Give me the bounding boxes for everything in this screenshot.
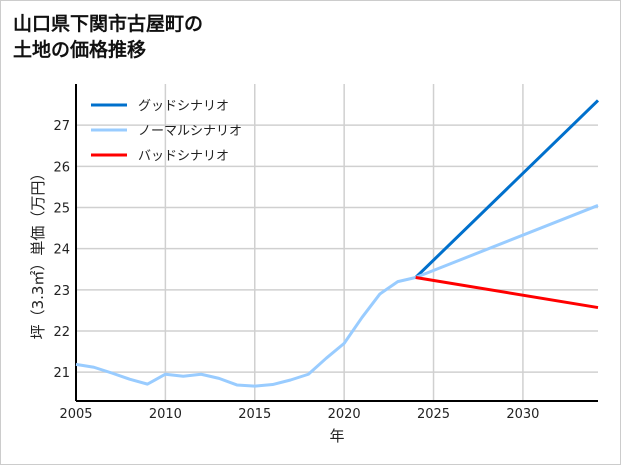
series-line-1 (75, 204, 599, 388)
y-tick-label: 25 (53, 202, 70, 217)
y-tick-label: 23 (53, 284, 70, 299)
x-tick-label: 2010 (149, 407, 182, 422)
y-axis-label: 坪（3.3㎡）単価（万円） (29, 166, 47, 340)
title-line: 土地の価格推移 (13, 39, 147, 61)
x-axis-label: 年 (329, 427, 344, 445)
y-tick-label: 26 (53, 160, 70, 175)
legend-label: バッドシナリオ (138, 149, 229, 164)
chart-title: 山口県下関市古屋町の 土地の価格推移 (13, 11, 203, 63)
series-line-2 (415, 276, 599, 310)
legend-label: ノーマルシナリオ (138, 124, 242, 139)
x-tick-label: 2005 (59, 407, 92, 422)
x-tick-label: 2030 (506, 407, 539, 422)
series-line-0 (414, 99, 600, 279)
y-tick-label: 21 (53, 366, 70, 381)
x-tick-label: 2015 (238, 407, 271, 422)
legend-label: グッドシナリオ (138, 99, 229, 114)
y-tick-label: 24 (53, 243, 70, 258)
x-tick-label: 2020 (328, 407, 361, 422)
y-tick-label: 22 (53, 325, 70, 340)
title-line: 山口県下関市古屋町の (13, 13, 204, 35)
y-tick-label: 27 (53, 119, 70, 134)
x-tick-label: 2025 (417, 407, 450, 422)
